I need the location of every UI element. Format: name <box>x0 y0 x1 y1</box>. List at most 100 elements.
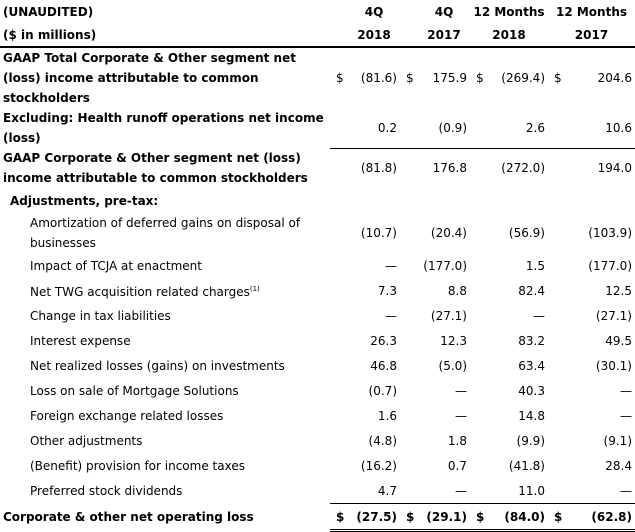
header-row-1: (UNAUDITED) 4Q 4Q 12 Months 12 Months <box>0 0 635 23</box>
value-4q-2018: 0.2 <box>348 108 400 149</box>
col-12m-2017-period: 12 Months <box>555 4 628 19</box>
table-row: (Benefit) provision for income taxes (16… <box>0 453 635 478</box>
row-label: Loss on sale of Mortgage Solutions <box>30 383 239 398</box>
currency-symbol: $ <box>330 503 348 532</box>
value-4q-2018: (4.8) <box>368 433 397 448</box>
row-label: Other adjustments <box>30 433 143 448</box>
unaudited-label: (UNAUDITED) <box>3 4 94 19</box>
table-row: Amortization of deferred gains on dispos… <box>0 213 635 253</box>
value-4q-2017: (0.9) <box>418 108 470 149</box>
table-row: Other adjustments (4.8) 1.8 (9.9) (9.1) <box>0 428 635 453</box>
currency-symbol: $ <box>470 503 490 532</box>
row-label: GAAP Corporate & Other segment net (loss… <box>3 151 308 185</box>
row-label: GAAP Total Corporate & Other segment net… <box>0 46 330 108</box>
row-label: Interest expense <box>30 333 131 348</box>
row-label: Impact of TCJA at enactment <box>30 258 202 273</box>
currency-symbol: $ <box>548 503 568 532</box>
table-row: Change in tax liabilities — (27.1) — (27… <box>0 303 635 328</box>
value-12m-2018: 1.5 <box>525 258 545 273</box>
row-label: Corporate & other net operating loss <box>3 510 254 524</box>
value-4q-2018: (81.6) <box>348 46 400 108</box>
value-4q-2017: — <box>455 383 467 398</box>
table-row: Impact of TCJA at enactment — (177.0) 1.… <box>0 253 635 278</box>
footnote-marker: (1) <box>249 285 260 293</box>
value-4q-2017: 175.9 <box>418 46 470 108</box>
row-label: Excluding: Health runoff operations net … <box>3 111 324 145</box>
table-row: Loss on sale of Mortgage Solutions (0.7)… <box>0 378 635 403</box>
value-4q-2018: — <box>385 258 397 273</box>
value-12m-2017: (103.9) <box>588 226 632 240</box>
value-4q-2017: 8.8 <box>447 283 467 298</box>
value-12m-2018: 11.0 <box>490 478 548 504</box>
row-label: (Benefit) provision for income taxes <box>30 458 245 473</box>
value-12m-2018: 63.4 <box>518 358 545 373</box>
table-row: Adjustments, pre-tax: <box>0 188 635 213</box>
total-row: Corporate & other net operating loss $ (… <box>0 503 635 532</box>
row-label: Preferred stock dividends <box>30 483 183 498</box>
value-12m-2018: 82.4 <box>518 283 545 298</box>
value-4q-2017: (5.0) <box>438 358 467 373</box>
value-4q-2018: 26.3 <box>370 333 397 348</box>
value-12m-2018: (272.0) <box>501 161 545 176</box>
value-4q-2018: (0.7) <box>368 383 397 398</box>
units-label: ($ in millions) <box>3 27 97 42</box>
value-12m-2018: (84.0) <box>490 503 548 532</box>
value-12m-2017: 194.0 <box>597 161 632 176</box>
value-12m-2017: (9.1) <box>603 433 632 448</box>
header-row-2: ($ in millions) 2018 2017 2018 2017 <box>0 23 635 47</box>
value-12m-2018: — <box>533 308 545 323</box>
currency-symbol: $ <box>548 46 568 108</box>
adjustments-heading: Adjustments, pre-tax: <box>10 193 159 208</box>
value-4q-2018: 46.8 <box>370 358 397 373</box>
table-row: Net TWG acquisition related charges(1) 7… <box>0 278 635 303</box>
col-4q-2017-year: 2017 <box>427 27 461 42</box>
col-12m-2017-year: 2017 <box>574 27 609 42</box>
value-12m-2018: (41.8) <box>508 458 545 473</box>
table-row: GAAP Total Corporate & Other segment net… <box>0 46 635 108</box>
col-4q-2018-year: 2018 <box>357 27 391 42</box>
table-row: Foreign exchange related losses 1.6 — 14… <box>0 403 635 428</box>
value-4q-2017: (20.4) <box>430 226 467 240</box>
value-12m-2018: 83.2 <box>518 333 545 348</box>
value-12m-2017: 49.5 <box>605 333 632 348</box>
table-row: Interest expense 26.3 12.3 83.2 49.5 <box>0 328 635 353</box>
row-label: Foreign exchange related losses <box>30 408 224 423</box>
col-4q-2018-period: 4Q <box>364 4 384 19</box>
value-12m-2018: 14.8 <box>518 408 545 423</box>
value-12m-2017: 10.6 <box>568 108 635 149</box>
value-12m-2017: — <box>568 478 635 504</box>
value-12m-2017: 28.4 <box>605 458 632 473</box>
value-4q-2018: 7.3 <box>377 283 397 298</box>
row-label: Amortization of deferred gains on dispos… <box>30 216 301 250</box>
value-12m-2017: — <box>620 383 632 398</box>
value-4q-2017: — <box>455 408 467 423</box>
currency-symbol: $ <box>400 503 418 532</box>
value-4q-2018: 1.6 <box>377 408 397 423</box>
value-4q-2017: (27.1) <box>430 308 467 323</box>
table-row: GAAP Corporate & Other segment net (loss… <box>0 148 635 188</box>
col-4q-2017-period: 4Q <box>434 4 454 19</box>
value-12m-2018: 40.3 <box>518 383 545 398</box>
value-12m-2018: (9.9) <box>516 433 545 448</box>
value-4q-2018: 4.7 <box>348 478 400 504</box>
value-12m-2018: 2.6 <box>490 108 548 149</box>
value-12m-2017: (177.0) <box>588 258 632 273</box>
value-4q-2018: (16.2) <box>360 458 397 473</box>
value-12m-2017: (62.8) <box>568 503 635 532</box>
value-4q-2017: — <box>418 478 470 504</box>
col-12m-2018-year: 2018 <box>492 27 526 42</box>
value-4q-2018: (81.8) <box>360 161 397 176</box>
table-row: Preferred stock dividends 4.7 — 11.0 — <box>0 478 635 504</box>
value-4q-2017: 0.7 <box>447 458 467 473</box>
value-4q-2018: — <box>385 308 397 323</box>
value-12m-2017: 204.6 <box>568 46 635 108</box>
value-4q-2017: 1.8 <box>447 433 467 448</box>
currency-symbol: $ <box>470 46 490 108</box>
currency-symbol: $ <box>330 46 348 108</box>
table-row: Net realized losses (gains) on investmen… <box>0 353 635 378</box>
row-label: Change in tax liabilities <box>30 308 171 323</box>
value-12m-2017: (27.1) <box>595 308 632 323</box>
value-4q-2017: 176.8 <box>432 161 467 176</box>
value-12m-2018: (56.9) <box>508 226 545 240</box>
